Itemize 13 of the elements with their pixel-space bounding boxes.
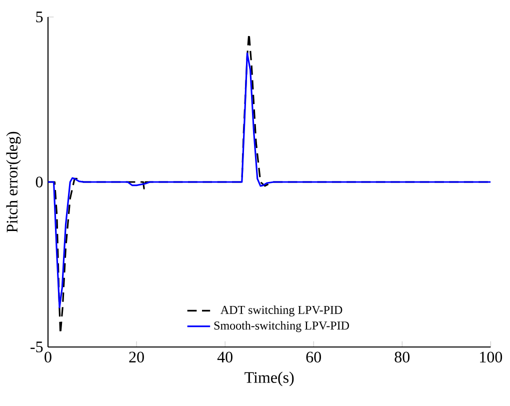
y-axis-title: Pitch error(deg) bbox=[6, 132, 21, 232]
y-tick-label: 5 bbox=[36, 12, 43, 22]
legend-label: ADT switching LPV-PID bbox=[220, 306, 342, 316]
x-tick-label: 0 bbox=[44, 352, 52, 362]
x-tick-label: 20 bbox=[129, 352, 144, 362]
legend-label: Smooth-switching LPV-PID bbox=[214, 321, 350, 332]
x-tick-label: 100 bbox=[480, 352, 502, 362]
y-tick-label: 0 bbox=[36, 176, 43, 188]
y-tick-label: -5 bbox=[30, 342, 43, 352]
x-tick-label: 60 bbox=[306, 352, 321, 362]
x-tick-label: 40 bbox=[217, 352, 232, 362]
x-tick-label: 80 bbox=[394, 352, 410, 362]
x-axis-title: Time(s) bbox=[244, 372, 294, 386]
